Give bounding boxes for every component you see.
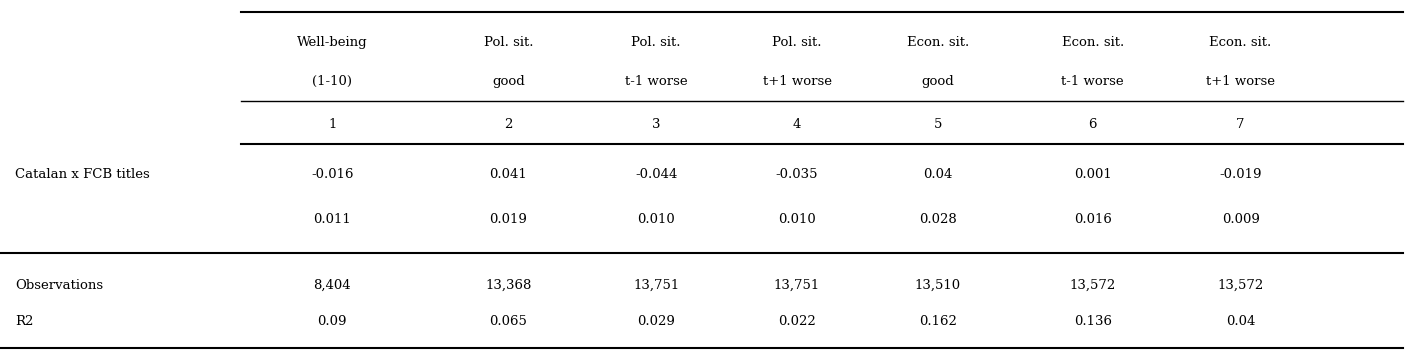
Text: Econ. sit.: Econ. sit. [1061, 36, 1125, 49]
Text: Well-being: Well-being [296, 36, 368, 49]
Text: 0.016: 0.016 [1074, 213, 1112, 226]
Text: t+1 worse: t+1 worse [762, 75, 831, 88]
Text: -0.016: -0.016 [310, 168, 354, 181]
Text: 3: 3 [652, 118, 660, 131]
Text: t+1 worse: t+1 worse [1206, 75, 1276, 88]
Text: Pol. sit.: Pol. sit. [772, 36, 821, 49]
Text: Pol. sit.: Pol. sit. [632, 36, 682, 49]
Text: 13,368: 13,368 [485, 279, 532, 292]
Text: 0.028: 0.028 [919, 213, 957, 226]
Text: 7: 7 [1236, 118, 1245, 131]
Text: t-1 worse: t-1 worse [625, 75, 687, 88]
Text: 0.136: 0.136 [1074, 315, 1112, 328]
Text: t-1 worse: t-1 worse [1061, 75, 1125, 88]
Text: -0.035: -0.035 [776, 168, 818, 181]
Text: 8,404: 8,404 [313, 279, 351, 292]
Text: 13,751: 13,751 [634, 279, 679, 292]
Text: 6: 6 [1088, 118, 1096, 131]
Text: 13,572: 13,572 [1218, 279, 1264, 292]
Text: 4: 4 [793, 118, 801, 131]
Text: Econ. sit.: Econ. sit. [907, 36, 969, 49]
Text: 0.04: 0.04 [923, 168, 952, 181]
Text: 0.001: 0.001 [1074, 168, 1112, 181]
Text: 0.029: 0.029 [638, 315, 674, 328]
Text: Observations: Observations [16, 279, 103, 292]
Text: 0.009: 0.009 [1222, 213, 1260, 226]
Text: 13,510: 13,510 [914, 279, 961, 292]
Text: 0.010: 0.010 [777, 213, 816, 226]
Text: 13,751: 13,751 [773, 279, 820, 292]
Text: good: good [921, 75, 954, 88]
Text: -0.019: -0.019 [1219, 168, 1261, 181]
Text: 0.09: 0.09 [317, 315, 347, 328]
Text: 2: 2 [504, 118, 512, 131]
Text: 0.010: 0.010 [638, 213, 674, 226]
Text: 0.162: 0.162 [919, 315, 957, 328]
Text: R2: R2 [16, 315, 34, 328]
Text: Pol. sit.: Pol. sit. [484, 36, 533, 49]
Text: -0.044: -0.044 [635, 168, 677, 181]
Text: good: good [492, 75, 525, 88]
Text: 0.065: 0.065 [490, 315, 528, 328]
Text: 1: 1 [329, 118, 336, 131]
Text: 5: 5 [934, 118, 943, 131]
Text: Catalan x FCB titles: Catalan x FCB titles [16, 168, 150, 181]
Text: 0.019: 0.019 [490, 213, 528, 226]
Text: 0.041: 0.041 [490, 168, 528, 181]
Text: 0.022: 0.022 [777, 315, 816, 328]
Text: 13,572: 13,572 [1070, 279, 1116, 292]
Text: Econ. sit.: Econ. sit. [1209, 36, 1271, 49]
Text: 0.04: 0.04 [1226, 315, 1256, 328]
Text: 0.011: 0.011 [313, 213, 351, 226]
Text: (1-10): (1-10) [312, 75, 353, 88]
